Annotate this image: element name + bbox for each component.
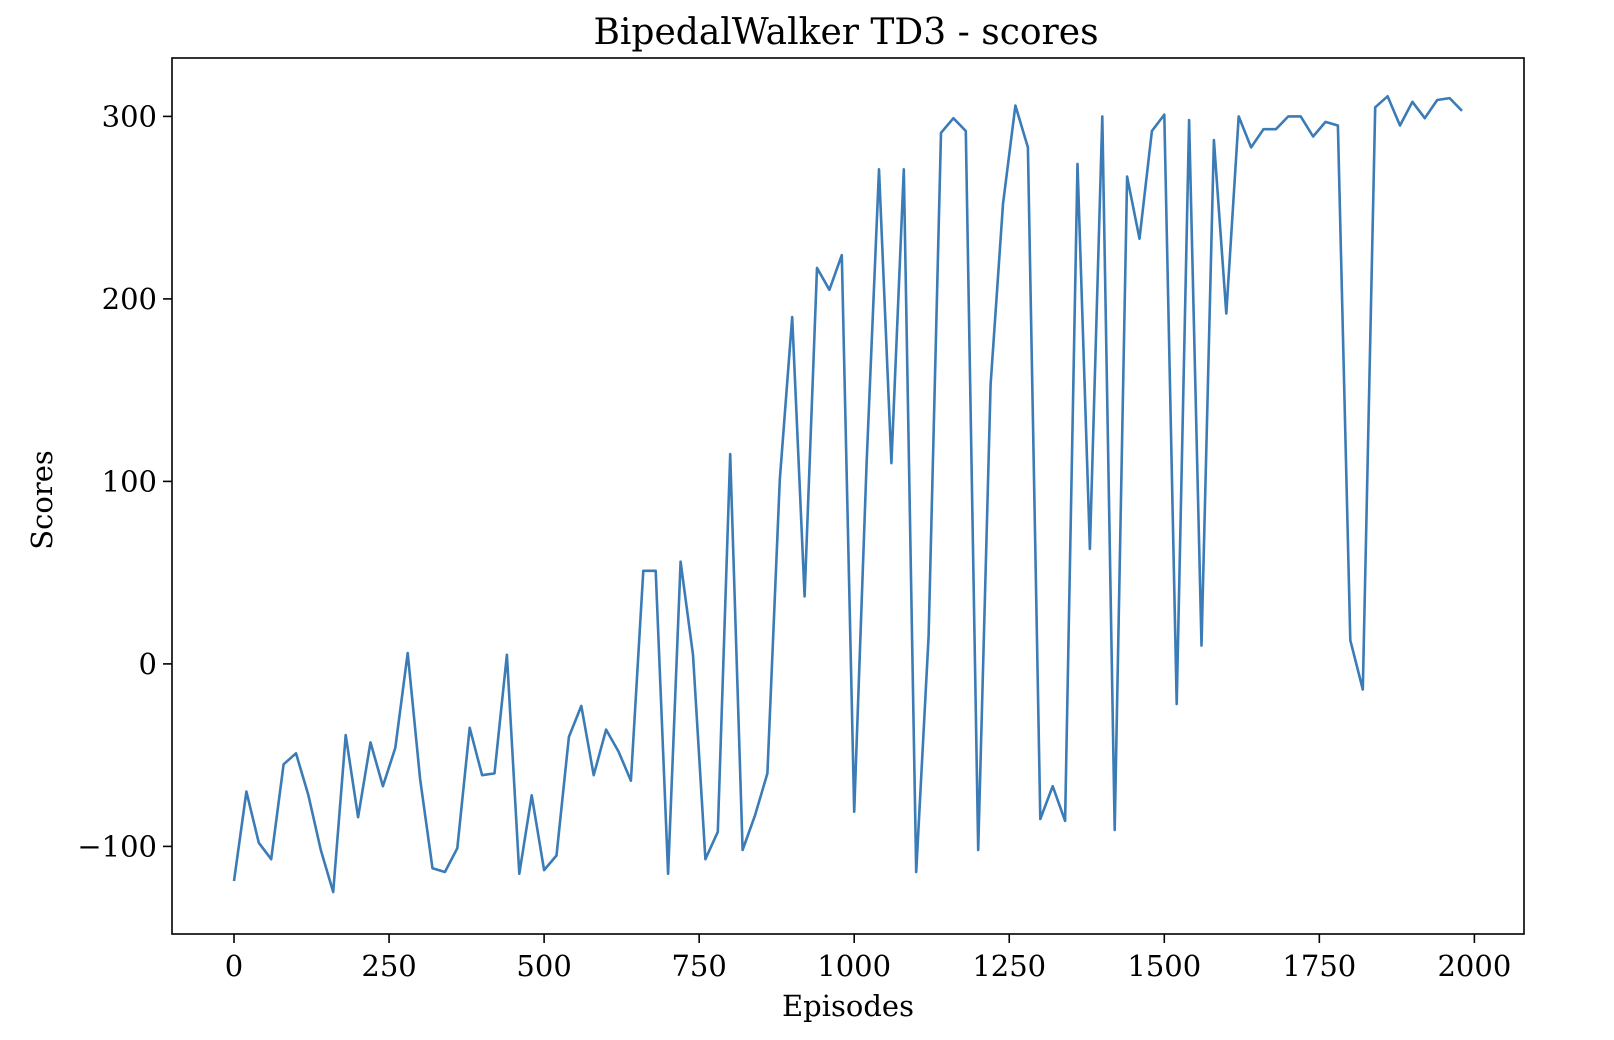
y-axis: −100 0 100 200 300 xyxy=(77,99,172,863)
x-axis: 0 250 500 750 1000 1250 1500 1750 2000 xyxy=(225,934,1511,983)
plot-frame xyxy=(171,57,1525,935)
x-axis-label: Episodes xyxy=(782,989,914,1023)
chart-title: BipedalWalker TD3 - scores xyxy=(593,12,1098,53)
x-tick-label: 1500 xyxy=(1127,949,1201,983)
x-tick-label: 1250 xyxy=(972,949,1046,983)
y-tick-label: 200 xyxy=(102,282,157,316)
y-axis-label: Scores xyxy=(25,450,59,549)
x-tick-label: 250 xyxy=(361,949,416,983)
x-tick-label: 1750 xyxy=(1282,949,1356,983)
x-tick-label: 1000 xyxy=(817,949,891,983)
x-tick-label: 0 xyxy=(225,949,243,983)
score-series-line xyxy=(232,95,1463,894)
series-layer xyxy=(232,95,1463,894)
y-tick-label: 100 xyxy=(102,464,157,498)
y-tick-label: 0 xyxy=(139,647,157,681)
x-tick-label: 2000 xyxy=(1437,949,1511,983)
y-tick-label: −100 xyxy=(77,829,157,863)
x-tick-label: 500 xyxy=(516,949,571,983)
x-tick-label: 750 xyxy=(671,949,726,983)
y-tick-label: 300 xyxy=(102,99,157,133)
